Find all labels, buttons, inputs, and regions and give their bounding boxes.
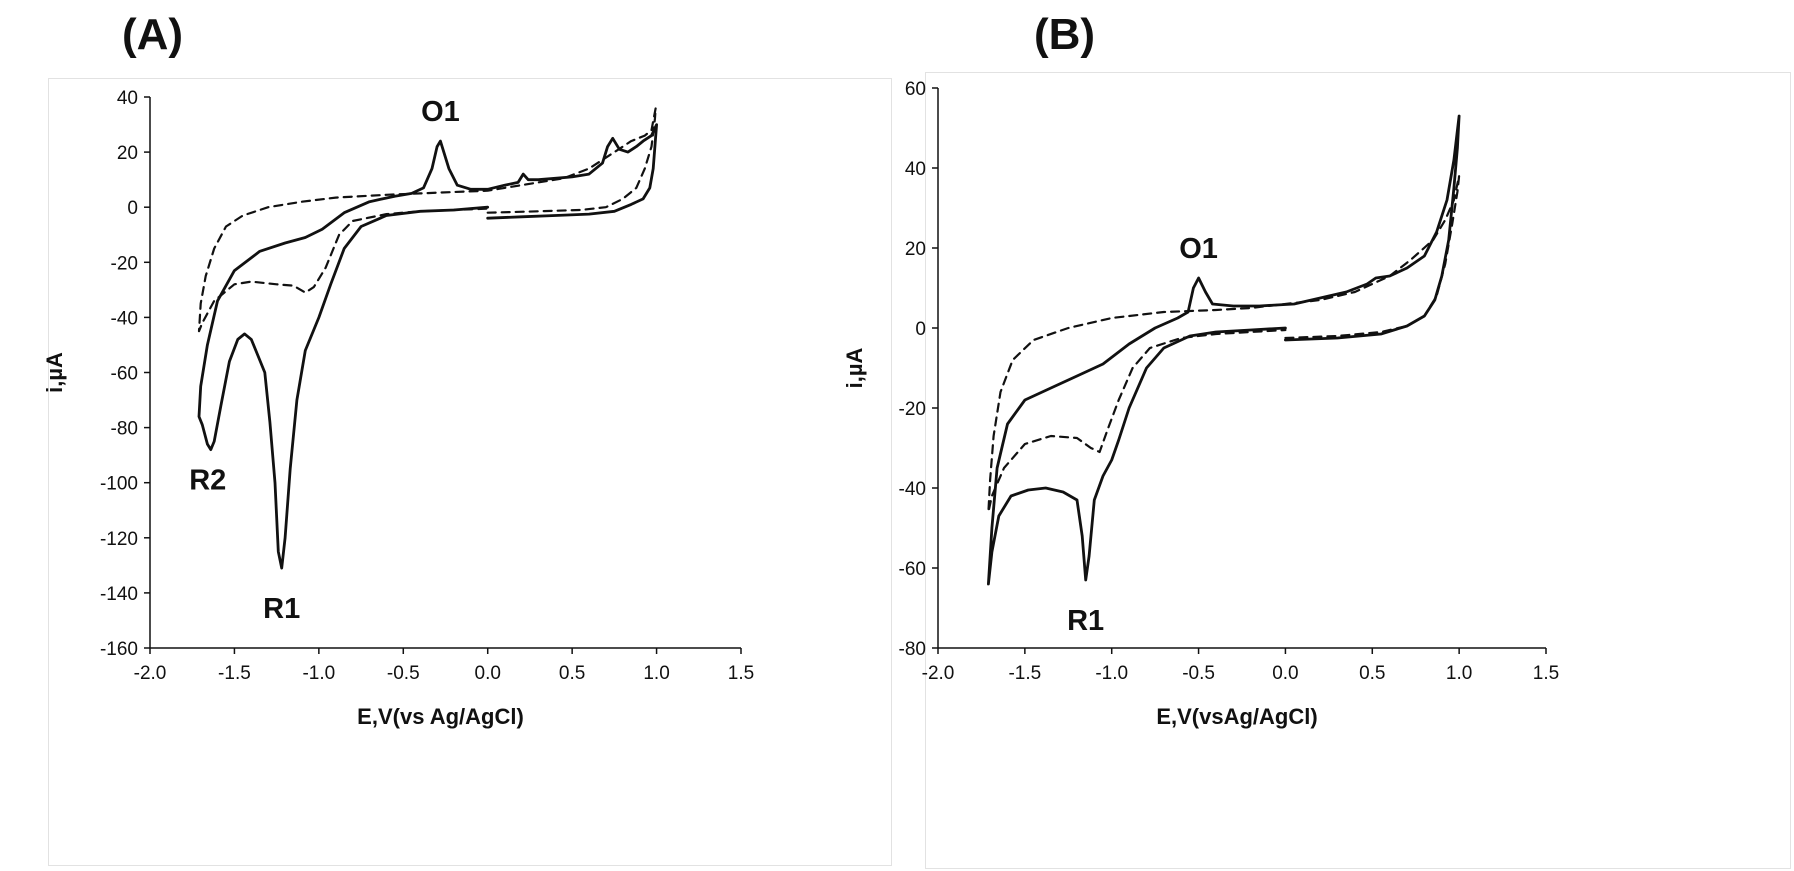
y-tick-label: -140 [100,584,138,605]
x-tick-label: 1.0 [643,663,669,684]
y-tick-label: -80 [899,639,926,660]
series-solid-curve [987,114,1461,586]
y-tick-label: -160 [100,639,138,660]
x-tick-label: 1.5 [728,663,754,684]
x-tick-label: -0.5 [387,663,420,684]
x-tick-label: 0.0 [475,663,501,684]
x-tick-label: -2.0 [922,663,955,684]
panel-b-label: (B) [1034,10,1096,59]
y-tick-label: 20 [117,143,138,164]
chart-b: -80 -60 -40 -20 0 20 40 60 -2.0 -1.5 -1.0 -0.5 0.0 0.… [842,79,1559,729]
panel-a-label: (A) [122,10,184,59]
y-axis-title: i,µA [842,347,867,388]
x-tick-label: -1.0 [302,663,335,684]
y-tick-label: 40 [905,159,926,180]
peak-label-o1: O1 [1179,233,1218,265]
x-axis-title: E,V(vsAg/AgCl) [1156,704,1317,729]
series-dashed-curve [197,106,657,333]
peak-label-r1: R1 [1067,605,1104,637]
y-tick-label: -20 [111,253,138,274]
y-tick-label: -80 [111,419,138,440]
series-solid-curve [197,123,658,570]
y-tick-label: -20 [899,399,926,420]
y-tick-label: -60 [111,364,138,385]
x-tick-label: -0.5 [1182,663,1215,684]
chart-a: -160 -140 -120 -100 -80 -60 -40 -20 0 20 40 -2.0 -1.… [42,88,754,729]
x-tick-label: 1.5 [1533,663,1559,684]
x-tick-label: 0.5 [1359,663,1385,684]
y-tick-label: 0 [127,198,138,219]
panel-b-frame [925,72,1791,869]
y-tick-label: -60 [899,559,926,580]
y-tick-label: -40 [899,479,926,500]
y-tick-label: -120 [100,529,138,550]
y-tick-label: 40 [117,88,138,109]
x-tick-label: 0.5 [559,663,585,684]
y-tick-label: 20 [905,239,926,260]
y-axis-title: i,µA [42,352,67,393]
x-tick-label: -1.0 [1095,663,1128,684]
x-tick-label: 1.0 [1446,663,1472,684]
y-tick-label: 60 [905,79,926,100]
x-tick-label: -1.5 [1008,663,1041,684]
y-tick-label: -100 [100,474,138,495]
x-axis-title: E,V(vs Ag/AgCl) [357,704,524,729]
peak-label-r1: R1 [263,593,300,625]
x-tick-label: -1.5 [218,663,251,684]
y-tick-label: 0 [915,319,926,340]
series-dashed-curve [987,174,1461,514]
x-tick-label: -2.0 [134,663,167,684]
x-tick-label: 0.0 [1272,663,1298,684]
y-tick-label: -40 [111,308,138,329]
peak-label-r2: R2 [189,465,226,497]
peak-label-o1: O1 [421,96,460,128]
